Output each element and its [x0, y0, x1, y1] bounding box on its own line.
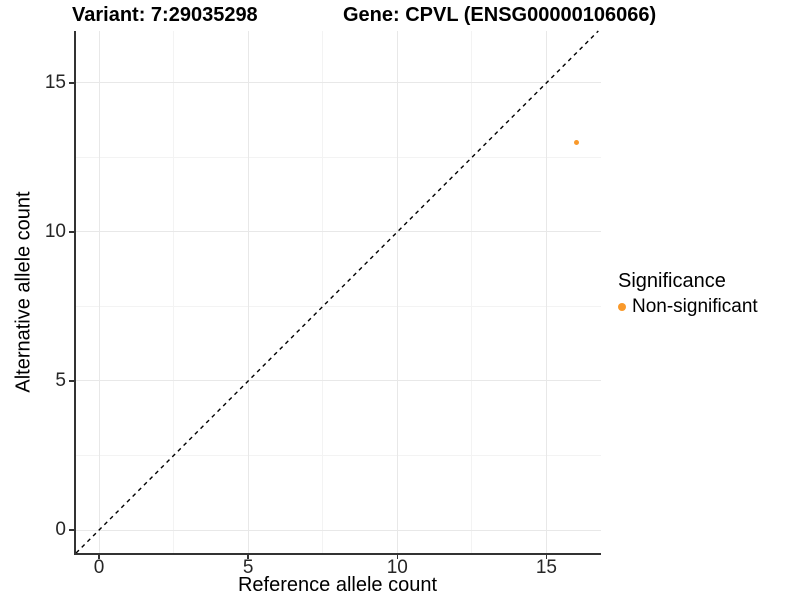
legend: Significance Non-significant [618, 270, 758, 318]
y-axis-line [74, 31, 76, 555]
y-tick-label: 0 [55, 519, 66, 541]
gridline-minor-vertical [471, 31, 473, 553]
y-axis-label: Alternative allele count [12, 191, 35, 393]
gridline-minor-horizontal [74, 305, 601, 307]
y-tick-label: 5 [55, 369, 66, 391]
data-point [573, 139, 579, 145]
gridline-major-horizontal [74, 380, 601, 382]
gridline-major-vertical [545, 31, 547, 553]
plot-title-variant: Variant: 7:29035298 [72, 4, 258, 26]
gridline-major-vertical [98, 31, 100, 553]
legend-item: Non-significant [618, 296, 758, 318]
y-tick-label: 10 [44, 220, 66, 242]
x-tick-mark [247, 554, 249, 559]
gridline-major-horizontal [74, 231, 601, 233]
x-tick-label: 0 [93, 557, 105, 578]
gridline-major-horizontal [74, 529, 601, 531]
y-tick-label: 15 [44, 71, 66, 93]
legend-item-label: Non-significant [632, 296, 758, 317]
x-tick-mark [545, 554, 548, 559]
x-axis-line [74, 553, 601, 555]
gridline-major-vertical [247, 31, 249, 553]
x-axis-label: Reference allele count [237, 574, 437, 596]
x-tick-mark [98, 554, 100, 559]
gridline-minor-horizontal [74, 455, 601, 457]
gridline-minor-horizontal [74, 156, 601, 158]
gridline-major-horizontal [74, 82, 601, 84]
x-tick-label: 15 [535, 557, 557, 578]
x-tick-label: 5 [242, 557, 254, 578]
x-tick-mark [396, 554, 399, 559]
gridline-major-vertical [396, 31, 398, 553]
y-tick-mark [69, 529, 74, 531]
plot-title-gene: Gene: CPVL (ENSG00000106066) [343, 4, 657, 26]
gridline-minor-vertical [173, 31, 175, 553]
identity-line [75, 30, 599, 554]
y-tick-mark [69, 231, 74, 233]
plot-panel [74, 30, 601, 554]
gridline-minor-vertical [322, 31, 324, 553]
legend-key-dot-icon [618, 303, 626, 311]
y-tick-mark [69, 380, 74, 382]
x-tick-label: 10 [386, 557, 408, 578]
y-tick-mark [69, 82, 74, 84]
legend-title: Significance [618, 270, 726, 292]
